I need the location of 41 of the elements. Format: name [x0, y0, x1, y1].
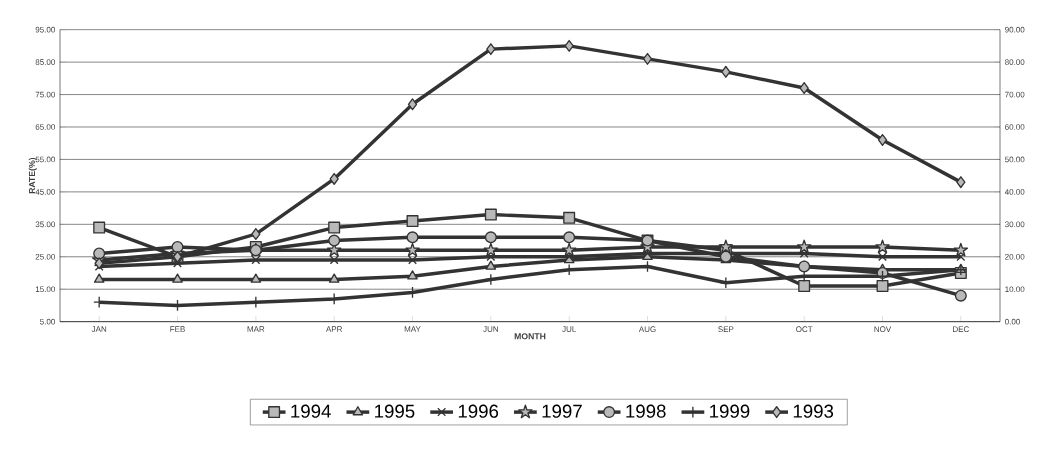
y-tick-label: 55.00 [35, 156, 55, 163]
x-tick-label: JUL [562, 326, 577, 332]
y2-tick-label: 40.00 [1004, 189, 1025, 195]
y2-tick-label: 70.00 [1005, 91, 1025, 98]
x-tick-label: AUG [638, 326, 656, 333]
legend-label: 1995 [375, 404, 415, 418]
y2-tick-label: 50.00 [1005, 156, 1025, 163]
y-tick-label: 15.00 [35, 286, 55, 293]
x-axis-title: MONTH [514, 333, 546, 340]
x-tick-label: SEP [718, 326, 734, 333]
legend-label: 1998 [626, 404, 666, 418]
y-tick-label: 85.00 [35, 59, 55, 65]
x-tick-label: OCT [796, 326, 813, 333]
y-tick-label: 75.00 [35, 91, 55, 98]
y2-tick-label: 60.00 [1005, 124, 1025, 130]
x-tick-label: JUN [483, 326, 498, 332]
y-tick-label: 45.00 [35, 189, 55, 195]
x-tick-label: APR [325, 326, 343, 332]
y-tick-label: 35.00 [35, 221, 55, 228]
y2-tick-label: 80.00 [1005, 59, 1025, 65]
x-tick-label: JAN [91, 326, 107, 332]
x-tick-label: NOV [874, 326, 892, 333]
y2-tick-label: 20.00 [1005, 253, 1025, 260]
legend-label: 1999 [710, 404, 750, 418]
legend-label: 1993 [793, 404, 834, 418]
y2-tick-label: 10.00 [1005, 286, 1025, 293]
x-tick-label: MAY [404, 326, 421, 332]
x-tick-label: MAR [247, 326, 265, 332]
y2-tick-label: 0.00 [1005, 318, 1020, 325]
x-tick-label: DEC [953, 326, 969, 333]
legend-label: 1994 [291, 404, 331, 418]
y-tick-label: 65.00 [35, 124, 55, 130]
y2-tick-label: 30.00 [1005, 221, 1025, 228]
y-tick-label: 25.00 [35, 253, 55, 260]
y-axis-title: RATE(%) [28, 157, 37, 194]
x-tick-label: FEB [170, 326, 185, 332]
legend-label: 1997 [542, 404, 582, 418]
y2-tick-label: 90.00 [1005, 26, 1025, 33]
y-tick-label: 95.00 [35, 26, 55, 33]
y-tick-label: 5.00 [40, 318, 55, 325]
legend-label: 1996 [458, 404, 499, 418]
